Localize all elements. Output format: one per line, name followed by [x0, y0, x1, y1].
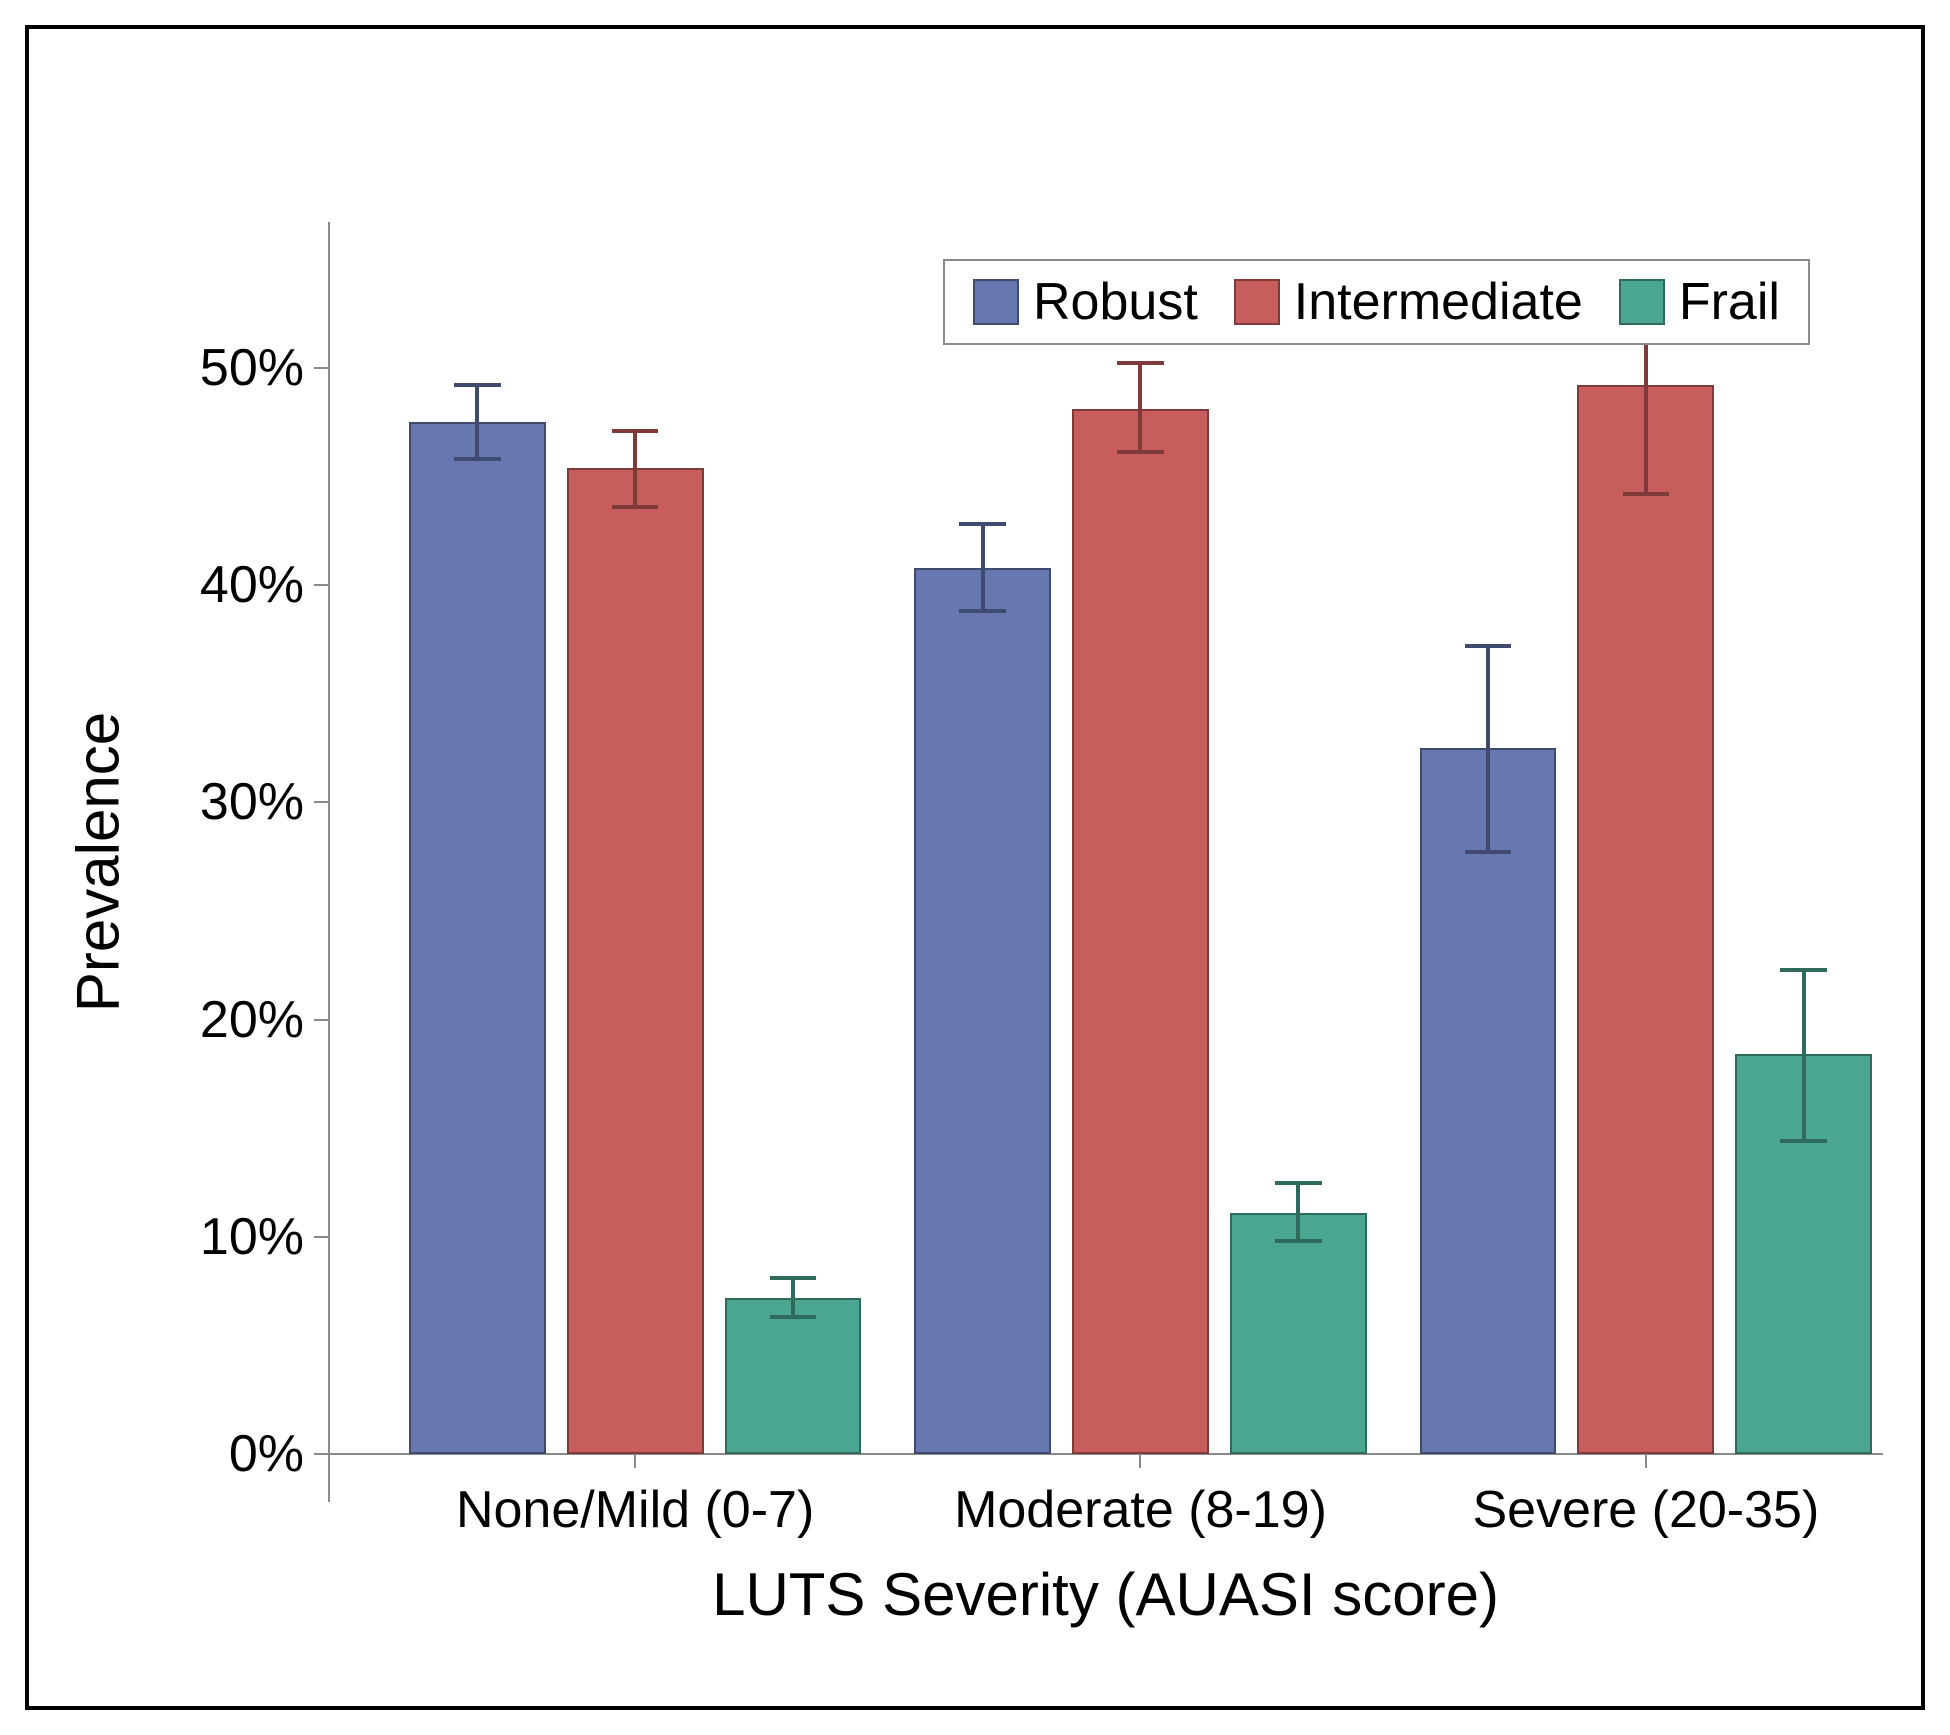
- x-tick-label: None/Mild (0-7): [456, 1480, 814, 1540]
- plot-area: [328, 222, 1883, 1502]
- bar-intermediate: [567, 468, 704, 1455]
- error-bar-cap: [1465, 644, 1512, 648]
- error-bar-cap: [1117, 450, 1164, 454]
- legend-item: Robust: [973, 272, 1198, 332]
- error-bar-cap: [454, 457, 501, 461]
- error-bar: [981, 524, 985, 611]
- error-bar: [1138, 363, 1142, 452]
- y-tick-mark: [314, 367, 328, 369]
- error-bar-cap: [1465, 850, 1512, 854]
- bar-frail: [1230, 1213, 1367, 1454]
- y-tick-mark: [314, 1453, 328, 1455]
- bar-robust: [409, 422, 546, 1454]
- y-tick-mark: [314, 1236, 328, 1238]
- x-tick-mark: [1139, 1454, 1141, 1468]
- error-bar-cap: [612, 505, 659, 509]
- error-bar-cap: [1780, 968, 1827, 972]
- y-axis-title: Prevalence: [64, 712, 133, 1012]
- error-bar: [1296, 1183, 1300, 1242]
- bar-robust: [914, 568, 1051, 1455]
- y-tick-label: 30%: [154, 772, 304, 832]
- x-axis-title: LUTS Severity (AUASI score): [712, 1560, 1499, 1629]
- y-tick-mark: [314, 1019, 328, 1021]
- legend-swatch: [973, 279, 1019, 325]
- error-bar: [1802, 970, 1806, 1142]
- error-bar: [1486, 646, 1490, 852]
- error-bar-cap: [1623, 492, 1670, 496]
- y-tick-label: 20%: [154, 990, 304, 1050]
- x-tick-label: Severe (20-35): [1472, 1480, 1819, 1540]
- error-bar-cap: [1117, 361, 1164, 365]
- error-bar: [791, 1278, 795, 1317]
- x-tick-label: Moderate (8-19): [954, 1480, 1327, 1540]
- error-bar-cap: [770, 1276, 817, 1280]
- legend-label: Intermediate: [1294, 272, 1583, 332]
- error-bar-cap: [770, 1315, 817, 1319]
- error-bar-cap: [959, 522, 1006, 526]
- y-tick-mark: [314, 801, 328, 803]
- error-bar-cap: [959, 609, 1006, 613]
- error-bar-cap: [1275, 1181, 1322, 1185]
- error-bar: [475, 385, 479, 459]
- bar-frail: [725, 1298, 862, 1454]
- legend-item: Frail: [1619, 272, 1780, 332]
- error-bar-cap: [1275, 1239, 1322, 1243]
- legend: Robust Intermediate Frail: [943, 259, 1810, 345]
- x-tick-mark: [634, 1454, 636, 1468]
- error-bar-cap: [454, 383, 501, 387]
- error-bar-cap: [612, 429, 659, 433]
- y-tick-mark: [314, 584, 328, 586]
- y-axis-line: [328, 222, 330, 1502]
- y-tick-label: 50%: [154, 338, 304, 398]
- legend-label: Robust: [1033, 272, 1198, 332]
- legend-swatch: [1619, 279, 1665, 325]
- legend-label: Frail: [1679, 272, 1780, 332]
- bar-intermediate: [1072, 409, 1209, 1454]
- y-tick-label: 40%: [154, 555, 304, 615]
- bar-intermediate: [1577, 385, 1714, 1454]
- legend-item: Intermediate: [1234, 272, 1583, 332]
- x-tick-mark: [1645, 1454, 1647, 1468]
- y-tick-label: 10%: [154, 1207, 304, 1267]
- y-tick-label: 0%: [154, 1424, 304, 1484]
- error-bar-cap: [1780, 1139, 1827, 1143]
- legend-swatch: [1234, 279, 1280, 325]
- error-bar: [633, 431, 637, 507]
